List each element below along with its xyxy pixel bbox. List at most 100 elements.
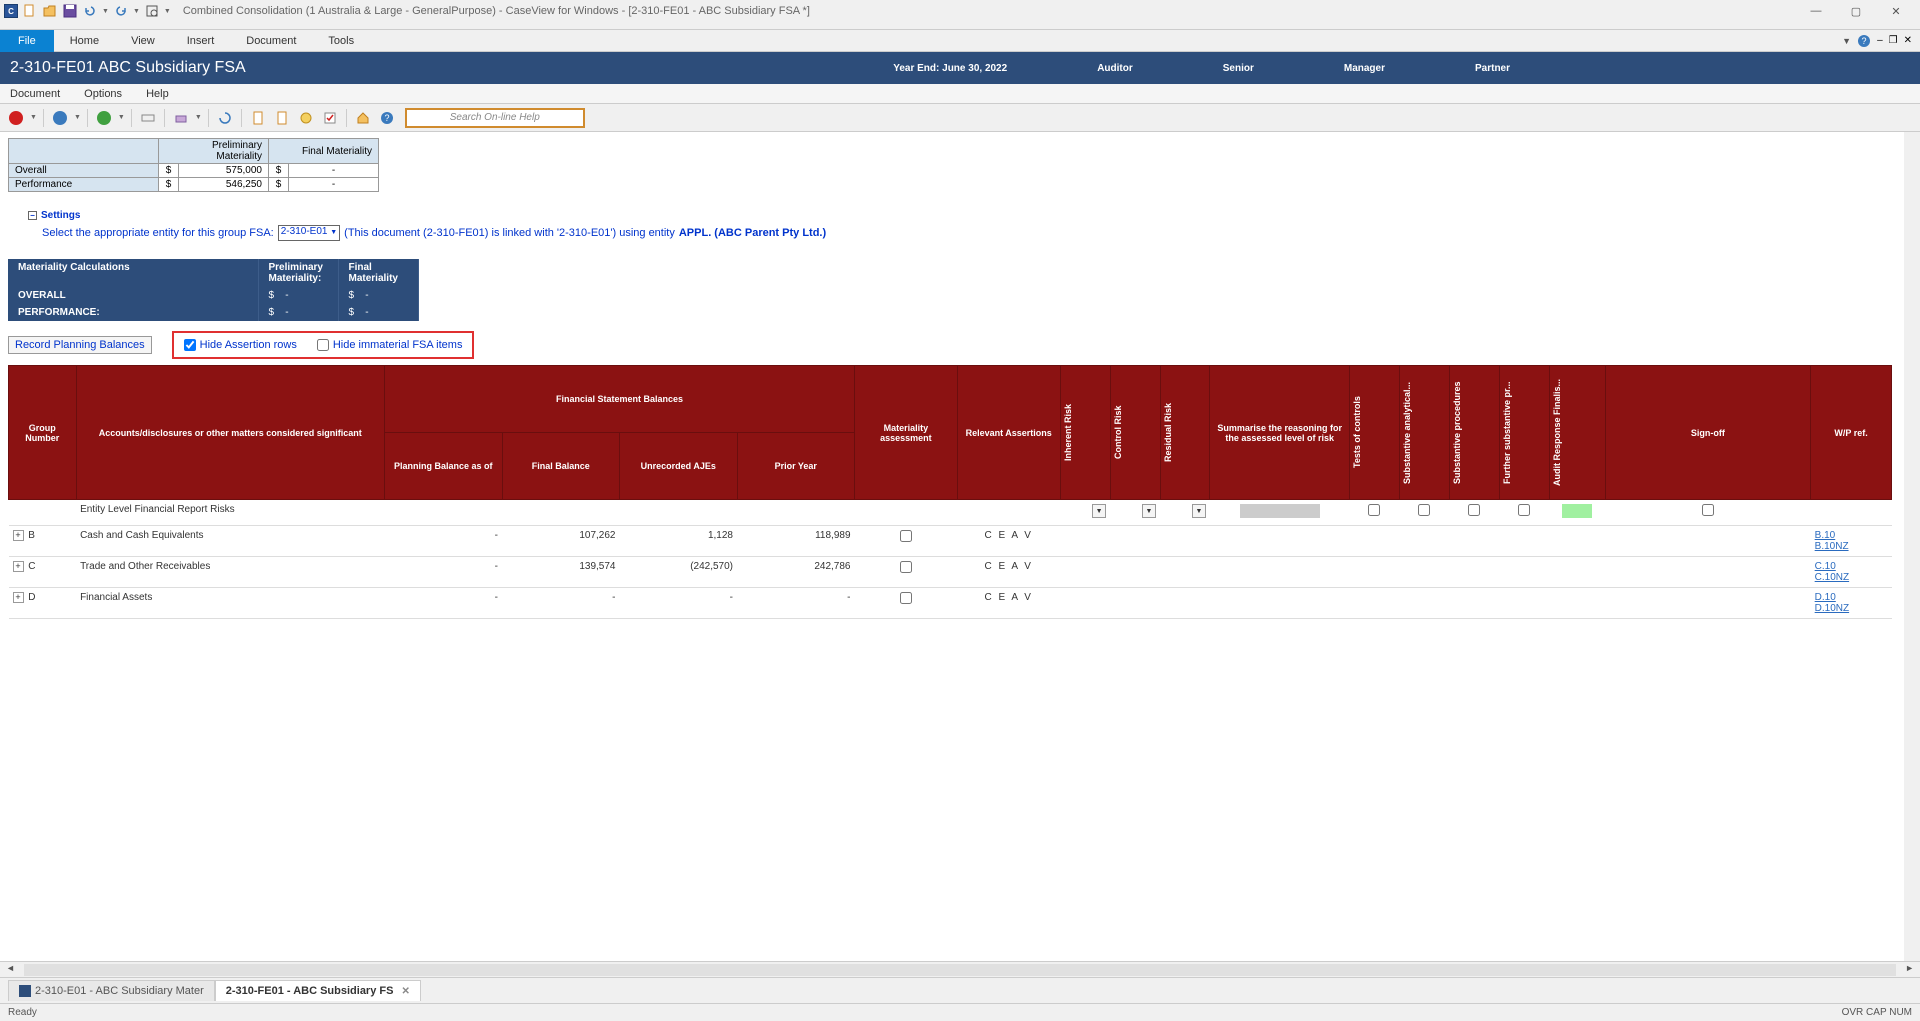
- sub-menu: Document Options Help: [0, 84, 1920, 104]
- scroll-right-icon[interactable]: ►: [1905, 963, 1914, 973]
- scroll-left-icon[interactable]: ◄: [6, 963, 15, 973]
- col-fsp: Further substantive pr...: [1499, 366, 1549, 500]
- settings-section: − Settings Select the appropriate entity…: [28, 210, 1912, 241]
- col-materiality: Materiality assessment: [855, 366, 958, 500]
- procedure-checkbox[interactable]: [1368, 504, 1380, 516]
- col-wp: W/P ref.: [1811, 366, 1892, 500]
- procedure-checkbox[interactable]: [1518, 504, 1530, 516]
- doc-tab-2[interactable]: 2-310-FE01 - ABC Subsidiary FS ✕: [215, 980, 421, 1001]
- document-header: 2-310-FE01 ABC Subsidiary FSA Year End: …: [0, 52, 1920, 84]
- submenu-document[interactable]: Document: [10, 88, 60, 100]
- wp-link[interactable]: B.10NZ: [1815, 541, 1888, 552]
- controls-row: Record Planning Balances Hide Assertion …: [8, 331, 1912, 359]
- submenu-options[interactable]: Options: [84, 88, 122, 100]
- tab-insert[interactable]: Insert: [171, 30, 231, 52]
- mdi-close-icon[interactable]: ✕: [1904, 35, 1912, 46]
- hide-assertion-checkbox[interactable]: Hide Assertion rows: [184, 339, 297, 351]
- help-btn-icon[interactable]: ?: [377, 108, 397, 128]
- procedure-checkbox[interactable]: [1418, 504, 1430, 516]
- ribbon-dropdown-icon[interactable]: ▼: [1842, 36, 1851, 46]
- minimize-button[interactable]: —: [1804, 3, 1828, 19]
- audit-response-field[interactable]: [1562, 504, 1592, 518]
- alert-icon[interactable]: [6, 108, 26, 128]
- undo-dropdown-icon[interactable]: ▼: [102, 8, 109, 15]
- col-sa: Substantive analytical...: [1399, 366, 1449, 500]
- toolbar: ▼ ▼ ▼ ▼ ? Search On-line Help: [0, 104, 1920, 132]
- search-input[interactable]: Search On-line Help: [405, 108, 585, 128]
- validate-icon[interactable]: [320, 108, 340, 128]
- year-end: Year End: June 30, 2022: [893, 63, 1007, 74]
- home-icon[interactable]: [353, 108, 373, 128]
- check-dropdown-icon[interactable]: ▼: [118, 114, 125, 121]
- mdi-minimize-icon[interactable]: –: [1877, 35, 1883, 46]
- expand-icon[interactable]: +: [13, 561, 24, 572]
- redo-icon[interactable]: [113, 3, 129, 19]
- maximize-button[interactable]: ▢: [1844, 3, 1868, 19]
- materiality-checkbox[interactable]: [900, 592, 912, 604]
- hide-immaterial-checkbox[interactable]: Hide immaterial FSA items: [317, 339, 463, 351]
- doc-tab-1[interactable]: 2-310-E01 - ABC Subsidiary Mater: [8, 980, 215, 1001]
- doc2-icon[interactable]: [272, 108, 292, 128]
- print-icon[interactable]: [171, 108, 191, 128]
- entity-select[interactable]: 2-310-E01 ▼: [278, 225, 340, 241]
- settings-heading: Settings: [41, 210, 80, 221]
- undo-icon[interactable]: [82, 3, 98, 19]
- settings-icon[interactable]: [296, 108, 316, 128]
- risk-dropdown[interactable]: ▼: [1142, 504, 1156, 518]
- svg-text:?: ?: [1862, 36, 1867, 46]
- record-planning-button[interactable]: Record Planning Balances: [8, 336, 152, 354]
- materiality-checkbox[interactable]: [900, 530, 912, 542]
- mdi-restore-icon[interactable]: ❐: [1889, 35, 1898, 46]
- signoff-checkbox[interactable]: [1702, 504, 1714, 516]
- horizontal-scrollbar[interactable]: [24, 964, 1896, 976]
- ruler-icon[interactable]: [138, 108, 158, 128]
- vertical-scrollbar[interactable]: [1904, 132, 1920, 961]
- expand-icon[interactable]: +: [13, 530, 24, 541]
- qat-customize-icon[interactable]: ▼: [164, 8, 171, 15]
- refresh-icon[interactable]: [215, 108, 235, 128]
- redo-dropdown-icon[interactable]: ▼: [133, 8, 140, 15]
- table-row: Performance $ 546,250 $ -: [9, 178, 379, 192]
- wp-link[interactable]: D.10: [1815, 592, 1888, 603]
- titlebar: C ▼ ▼ ▼ Combined Consolidation (1 Austra…: [0, 0, 1920, 22]
- wp-link[interactable]: C.10: [1815, 561, 1888, 572]
- wp-link[interactable]: C.10NZ: [1815, 572, 1888, 583]
- alert-dropdown-icon[interactable]: ▼: [30, 114, 37, 121]
- tab-view[interactable]: View: [115, 30, 171, 52]
- tab-close-icon[interactable]: ✕: [401, 986, 409, 997]
- globe-icon[interactable]: [50, 108, 70, 128]
- doc1-icon[interactable]: [248, 108, 268, 128]
- new-doc-icon[interactable]: [22, 3, 38, 19]
- materiality-checkbox[interactable]: [900, 561, 912, 573]
- reasoning-field[interactable]: [1240, 504, 1320, 518]
- prelim-col-header: Preliminary Materiality: [159, 139, 269, 164]
- preview-icon[interactable]: [144, 3, 160, 19]
- collapse-icon[interactable]: −: [28, 211, 37, 220]
- settings-link-text: (This document (2-310-FE01) is linked wi…: [344, 227, 675, 239]
- save-icon[interactable]: [62, 3, 78, 19]
- submenu-help[interactable]: Help: [146, 88, 169, 100]
- wp-link[interactable]: B.10: [1815, 530, 1888, 541]
- expand-icon[interactable]: +: [13, 592, 24, 603]
- col-final: Final Balance: [502, 433, 620, 500]
- open-folder-icon[interactable]: [42, 3, 58, 19]
- wp-link[interactable]: D.10NZ: [1815, 603, 1888, 614]
- final-col-header: Final Materiality: [269, 139, 379, 164]
- app-icon: C: [4, 4, 18, 18]
- col-residual: Residual Risk: [1160, 366, 1210, 500]
- col-arf: Audit Response Finalis...: [1549, 366, 1605, 500]
- check-icon[interactable]: [94, 108, 114, 128]
- col-accounts: Accounts/disclosures or other matters co…: [76, 366, 384, 500]
- tab-tools[interactable]: Tools: [312, 30, 370, 52]
- help-icon[interactable]: ?: [1857, 34, 1871, 48]
- close-button[interactable]: ✕: [1884, 3, 1908, 19]
- globe-dropdown-icon[interactable]: ▼: [74, 114, 81, 121]
- print-dropdown-icon[interactable]: ▼: [195, 114, 202, 121]
- risk-dropdown[interactable]: ▼: [1092, 504, 1106, 518]
- tab-document[interactable]: Document: [230, 30, 312, 52]
- status-indicators: OVR CAP NUM: [1842, 1007, 1912, 1018]
- file-tab[interactable]: File: [0, 30, 54, 52]
- tab-home[interactable]: Home: [54, 30, 115, 52]
- procedure-checkbox[interactable]: [1468, 504, 1480, 516]
- risk-dropdown[interactable]: ▼: [1192, 504, 1206, 518]
